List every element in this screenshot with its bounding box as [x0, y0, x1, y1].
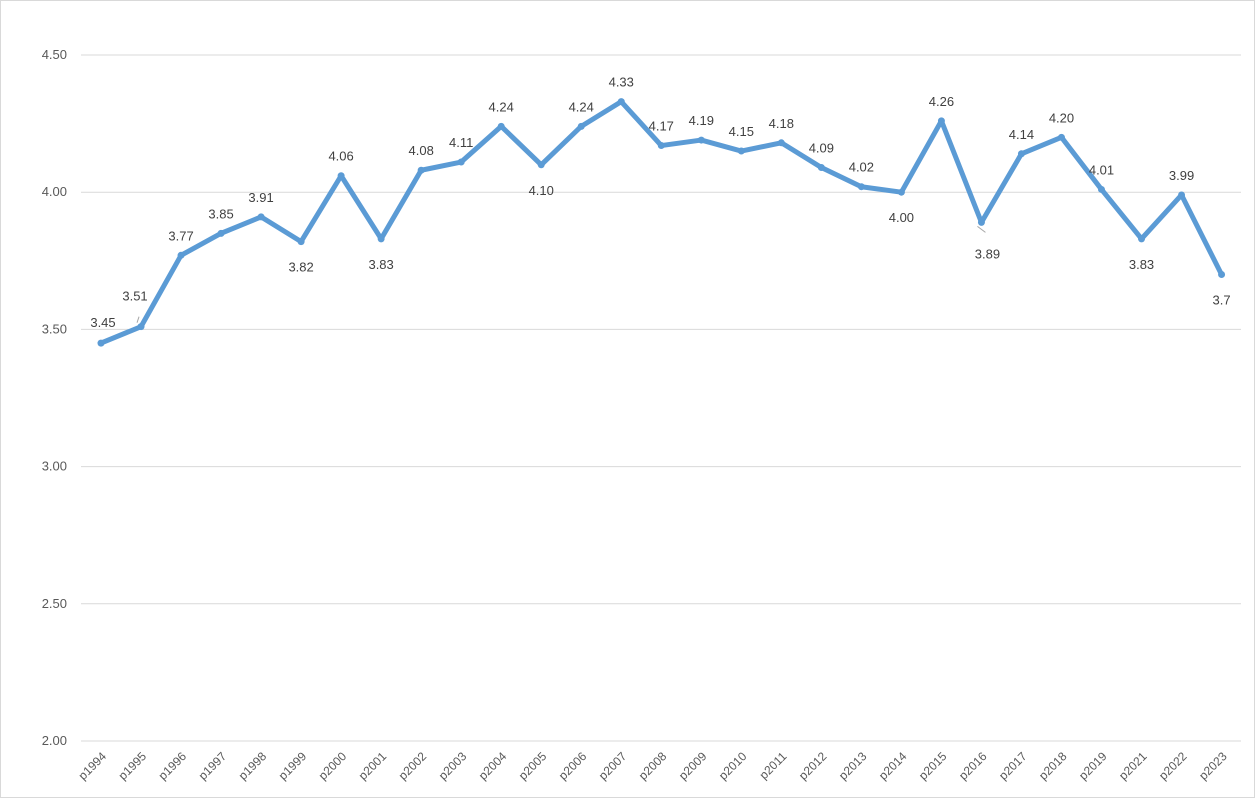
- data-label: 4.10: [529, 183, 554, 198]
- data-point: [1017, 150, 1025, 158]
- data-label: 4.17: [649, 119, 674, 134]
- data-label: 4.11: [449, 135, 473, 150]
- data-point: [1057, 133, 1065, 141]
- series-line: [98, 99, 1225, 346]
- y-tick-label: 3.50: [42, 321, 67, 336]
- data-label: 4.19: [689, 113, 714, 128]
- data-point: [937, 117, 945, 125]
- data-label: 4.24: [569, 99, 594, 114]
- x-tick-label: p2004: [476, 749, 510, 783]
- data-label: 3.83: [368, 257, 393, 272]
- data-point: [777, 139, 785, 147]
- x-tick-label: p2023: [1196, 749, 1230, 783]
- data-point: [537, 161, 545, 169]
- data-point: [177, 251, 185, 259]
- data-point: [977, 218, 985, 226]
- data-label: 4.02: [849, 160, 874, 175]
- data-label: 4.08: [409, 143, 434, 158]
- x-tick-label: p2014: [876, 749, 910, 783]
- data-point: [1178, 191, 1186, 199]
- data-label: 4.26: [929, 94, 954, 109]
- data-point: [457, 158, 465, 166]
- x-tick-label: p2009: [676, 749, 710, 783]
- data-point: [697, 136, 705, 144]
- x-tick-label: p2022: [1156, 749, 1190, 783]
- x-tick-label: p1996: [156, 749, 190, 783]
- data-point: [1098, 185, 1105, 193]
- data-label: 4.06: [328, 149, 353, 164]
- x-tick-label: p2021: [1116, 749, 1150, 783]
- leader-line: [136, 316, 140, 323]
- x-tick-label: p1995: [116, 749, 150, 783]
- data-label: 3.51: [122, 289, 147, 304]
- data-point: [217, 229, 225, 237]
- y-tick-label: 2.00: [42, 733, 67, 748]
- data-point: [417, 166, 425, 174]
- data-point: [377, 235, 385, 243]
- x-tick-label: p1999: [276, 749, 310, 783]
- data-label: 4.33: [609, 75, 634, 90]
- data-point: [257, 213, 265, 221]
- data-label: 3.82: [288, 260, 313, 275]
- x-tick-label: p2012: [796, 749, 830, 783]
- data-point: [337, 172, 345, 180]
- x-tick-label: p2002: [396, 749, 430, 783]
- x-tick-label: p2015: [916, 749, 950, 783]
- x-tick-label: p2017: [996, 749, 1030, 783]
- data-point: [1138, 235, 1146, 243]
- data-label: 4.24: [489, 99, 514, 114]
- data-point: [97, 339, 105, 347]
- y-tick-label: 4.50: [42, 47, 67, 62]
- data-point: [817, 164, 825, 172]
- data-label: 3.45: [90, 315, 115, 330]
- x-tick-label: p2007: [596, 749, 630, 783]
- data-point: [737, 147, 745, 155]
- x-tick-label: p2016: [956, 749, 990, 783]
- data-point: [297, 238, 305, 246]
- data-point: [1218, 271, 1226, 279]
- x-tick-label: p2019: [1076, 749, 1110, 783]
- x-tick-label: p2008: [636, 749, 670, 783]
- x-tick-label: p2005: [516, 749, 550, 783]
- data-point: [617, 98, 625, 106]
- data-label: 4.20: [1049, 110, 1074, 125]
- data-label: 3.91: [248, 190, 273, 205]
- x-tick-label: p2018: [1036, 749, 1070, 783]
- data-label: 3.77: [168, 228, 193, 243]
- data-label: 4.15: [729, 124, 754, 139]
- x-tick-label: p1994: [76, 749, 110, 783]
- x-tick-label: p2003: [436, 749, 470, 783]
- x-tick-label: p2000: [316, 749, 350, 783]
- data-point: [897, 188, 905, 196]
- data-label: 3.89: [975, 246, 1000, 261]
- data-label: 4.01: [1089, 162, 1114, 177]
- x-tick-label: p2011: [757, 749, 790, 782]
- x-tick-label: p1997: [196, 749, 230, 783]
- x-tick-label: p2013: [836, 749, 870, 783]
- x-tick-label: p1998: [236, 749, 270, 783]
- data-label: 3.7: [1213, 293, 1231, 308]
- leader-line: [977, 225, 986, 233]
- data-point: [857, 183, 865, 191]
- data-point: [577, 122, 585, 130]
- y-tick-label: 3.00: [42, 459, 67, 474]
- data-label: 4.18: [769, 116, 794, 131]
- y-tick-label: 2.50: [42, 596, 67, 611]
- data-label: 3.83: [1129, 257, 1154, 272]
- x-tick-label: p2006: [556, 749, 590, 783]
- data-point: [497, 122, 505, 130]
- data-point: [657, 142, 665, 150]
- x-tick-label: p2010: [716, 749, 750, 783]
- data-point: [137, 323, 145, 331]
- y-tick-label: 4.00: [42, 184, 67, 199]
- data-label: 4.09: [809, 141, 834, 156]
- data-label: 3.85: [208, 206, 233, 221]
- data-label: 4.14: [1009, 127, 1034, 142]
- data-label: 3.99: [1169, 168, 1194, 183]
- x-tick-label: p2001: [356, 749, 390, 783]
- data-label: 4.00: [889, 210, 914, 225]
